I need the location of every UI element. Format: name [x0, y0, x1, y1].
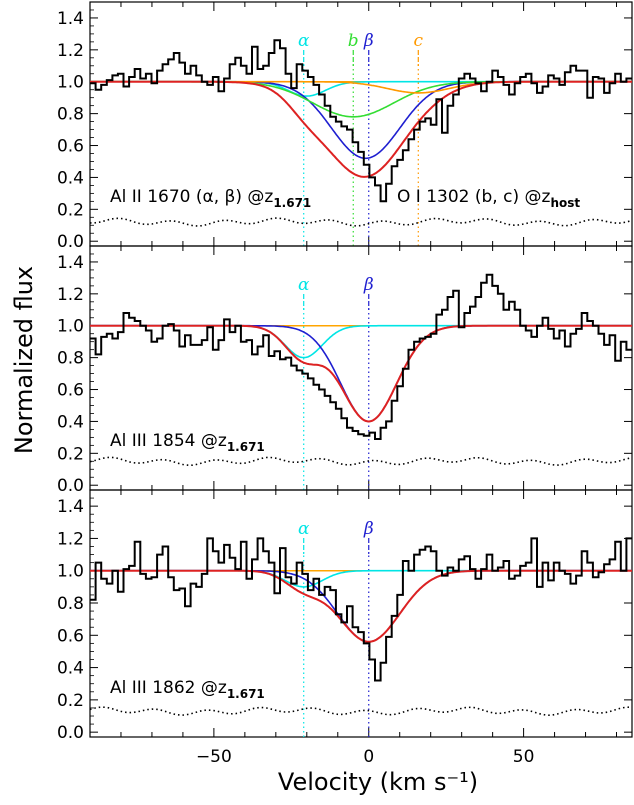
panel-label-at: @z	[201, 431, 227, 451]
y-tick-label: 0.0	[57, 232, 84, 252]
y-tick-label: 0.8	[57, 349, 84, 369]
y-tick-label: 0.4	[57, 412, 84, 432]
component-profile-beta	[90, 324, 632, 423]
error-spectrum	[90, 456, 632, 467]
y-tick-label: 0.2	[57, 691, 84, 711]
component-profile-c	[90, 80, 632, 94]
flux-histogram	[90, 39, 632, 203]
panel-label-ion: Al III 1854	[110, 431, 201, 451]
panel-label-left: Al III 1854 @z1.671	[110, 431, 265, 454]
y-tick-label: 1.2	[57, 41, 84, 61]
y-tick-label: 0.2	[57, 200, 84, 220]
x-axis-title: Velocity (km s⁻¹)	[278, 768, 478, 796]
panel-label-right: O I 1302 (b, c) @zhost	[397, 187, 580, 210]
flux-histogram	[90, 273, 632, 440]
y-tick-label: 1.4	[57, 9, 84, 29]
panel-label-subscript: host	[550, 196, 580, 210]
y-tick-label: 1.0	[57, 73, 84, 93]
panels-group: 0.00.20.40.60.81.01.21.4α b β cAl II 1670 (…	[57, 1, 633, 743]
total-fit-profile	[90, 80, 632, 178]
y-tick-label: 0.6	[57, 381, 84, 401]
component-marker-label: α	[298, 275, 310, 295]
component-marker-label: β	[363, 519, 374, 539]
component-profile-alpha	[90, 569, 632, 588]
y-tick-label: 1.2	[57, 529, 84, 549]
x-tick-labels: −50 0 50	[196, 747, 534, 767]
error-spectrum	[90, 706, 632, 717]
y-tick-label: 1.0	[57, 317, 84, 337]
panel-label-subscript: 1.671	[227, 440, 265, 454]
panel-label-left: Al II 1670 (α, β) @z1.671	[110, 187, 311, 210]
panel-label-at: @z	[525, 187, 551, 207]
y-tick-label: 1.0	[57, 562, 84, 582]
y-axis-title: Normalized flux	[10, 266, 38, 454]
component-marker-label: β	[363, 275, 374, 295]
component-marker-label: α	[298, 31, 310, 51]
panel-frame	[89, 245, 633, 491]
x-tick-label: 0	[363, 747, 374, 767]
component-marker-label: b	[348, 31, 359, 51]
panel-label-subscript: 1.671	[273, 196, 311, 210]
panel-label-at: @z	[201, 678, 227, 698]
y-tick-label: 0.4	[57, 168, 84, 188]
error-spectrum	[90, 217, 632, 227]
component-profile-beta	[90, 80, 632, 160]
panel-label-ion: O I 1302	[397, 187, 475, 207]
total-fit-profile	[90, 324, 632, 423]
panel-label-at: @z	[247, 187, 273, 207]
y-tick-label: 1.4	[57, 253, 84, 273]
panel-label-comps: (α, β)	[196, 187, 248, 207]
y-tick-label: 0.2	[57, 444, 84, 464]
flux-histogram	[90, 537, 632, 682]
y-tick-label: 0.0	[57, 723, 84, 743]
y-tick-label: 0.0	[57, 476, 84, 496]
y-tick-label: 0.6	[57, 137, 84, 157]
panel-2: 0.0 0.2 0.4 0.6 0.8 1.0 1.2 1.4 α β Al III 1854 @z…	[57, 245, 633, 496]
x-tick-label: −50	[196, 747, 232, 767]
y-tick-label: 0.8	[57, 105, 84, 125]
x-tick-label: 50	[513, 747, 535, 767]
component-profile-b	[90, 80, 632, 118]
y-tick-label: 0.4	[57, 659, 84, 679]
y-tick-label: 1.4	[57, 497, 84, 517]
y-tick-label: 1.2	[57, 285, 84, 305]
panel-1: 0.0 0.2 0.4 0.6 0.8 1.0 1.2 1.4 α b β c Al II 1670 (…	[57, 1, 633, 252]
panel-3: 0.0 0.2 0.4 0.6 0.8 1.0 1.2 1.4 α β Al III 1862 @z…	[57, 489, 633, 743]
panel-plot-area	[90, 537, 632, 737]
component-marker-label: α	[298, 519, 310, 539]
panel-label-comps: (b, c)	[475, 187, 525, 207]
y-tick-label: 0.8	[57, 594, 84, 614]
panel-label-left: Al III 1862 @z1.671	[110, 678, 265, 701]
component-marker-label: c	[414, 31, 424, 51]
panel-frame	[89, 489, 633, 738]
panel-label-ion: Al II 1670	[110, 187, 196, 207]
panel-label-ion: Al III 1862	[110, 678, 201, 698]
component-profile-alpha	[90, 324, 632, 359]
component-marker-label: β	[363, 31, 374, 51]
y-tick-label: 0.6	[57, 626, 84, 646]
panel-plot-area	[90, 273, 632, 490]
panel-plot-area	[90, 39, 632, 246]
panel-label-subscript: 1.671	[227, 687, 265, 701]
